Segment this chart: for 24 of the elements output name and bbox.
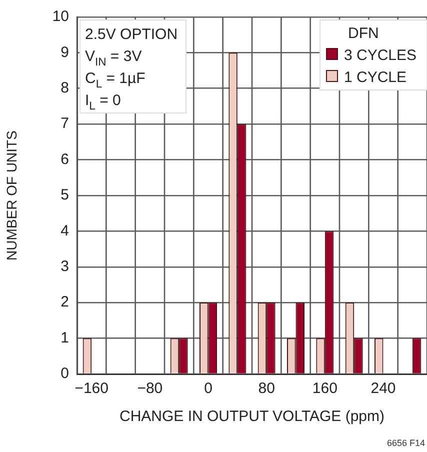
legend-label: 1 CYCLE bbox=[344, 69, 407, 86]
x-tick-label: 80 bbox=[258, 380, 275, 398]
legend-title: DFN bbox=[348, 25, 379, 42]
x-tick-label: 160 bbox=[312, 380, 338, 398]
y-tick-label: 1 bbox=[60, 329, 69, 346]
y-tick-label: 8 bbox=[60, 80, 69, 97]
y-tick-label: 10 bbox=[52, 8, 69, 26]
x-tick-label: 240 bbox=[370, 380, 396, 398]
y-tick-label: 3 bbox=[60, 258, 69, 276]
x-tick-label: −80 bbox=[137, 380, 163, 398]
annotation: 2.5V OPTION bbox=[85, 26, 178, 43]
y-tick-label: 7 bbox=[60, 115, 69, 132]
text: 6656 F14 bbox=[386, 438, 425, 448]
y-tick-label: 6 bbox=[60, 150, 69, 168]
y-tick-label: 0 bbox=[60, 365, 69, 382]
y-tick-label: 5 bbox=[60, 186, 69, 204]
x-tick-label: 0 bbox=[204, 380, 212, 398]
x-axis-title: CHANGE IN OUTPUT VOLTAGE (ppm) bbox=[119, 408, 385, 426]
x-tick-label: −160 bbox=[74, 380, 108, 398]
y-tick-label: 9 bbox=[60, 44, 69, 61]
y-axis-title: NUMBER OF UNITS bbox=[3, 130, 20, 260]
legend-label: 3 CYCLES bbox=[344, 47, 417, 64]
y-tick-label: 4 bbox=[60, 222, 69, 240]
y-tick-label: 2 bbox=[60, 294, 69, 311]
